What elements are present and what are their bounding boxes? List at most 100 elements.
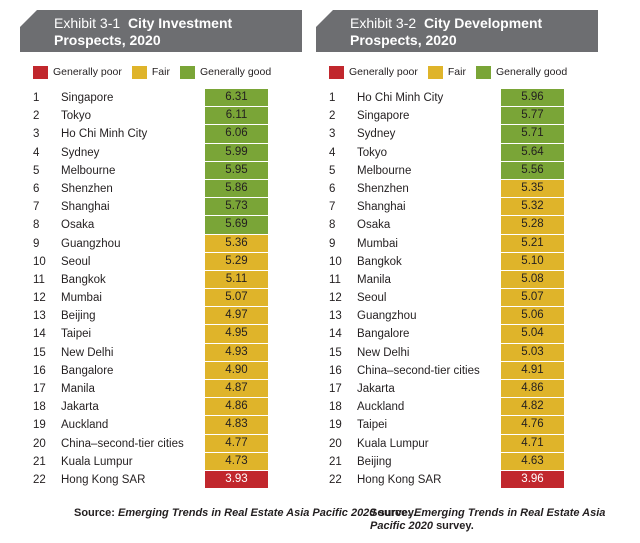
exhibit-header: Exhibit 3-2 City Development Prospects, … — [316, 10, 598, 52]
ranking-table: 1 Ho Chi Minh City 5.96 2 Singapore 5.77 3 Sydn… — [316, 89, 598, 489]
row-city: Mumbai — [61, 292, 102, 305]
table-row: 22 Hong Kong SAR 3.96 — [316, 470, 598, 489]
legend-label-good: Generally good — [199, 66, 272, 78]
exhibit-header: Exhibit 3-1 City Investment Prospects, 2… — [20, 10, 302, 52]
table-row: 13 Beijing 4.97 — [20, 307, 302, 325]
row-rank: 6 — [33, 182, 40, 195]
row-score-cell: 4.63 — [501, 452, 564, 470]
table-row: 11 Manila 5.08 — [316, 270, 598, 289]
row-score-cell: 5.35 — [501, 179, 564, 198]
table-row: 12 Mumbai 5.07 — [20, 289, 302, 307]
row-rank: 5 — [33, 164, 40, 177]
row-city: Bangalore — [61, 364, 114, 377]
row-rank: 16 — [329, 364, 342, 377]
legend-swatch-good — [475, 65, 491, 79]
table-row: 6 Shenzhen 5.86 — [20, 179, 302, 198]
table-row: 16 Bangalore 4.90 — [20, 361, 302, 380]
row-score-cell: 3.96 — [501, 470, 564, 489]
legend-item-fair: Fair — [427, 65, 466, 79]
table-row: 14 Bangalore 5.04 — [316, 325, 598, 343]
row-city: Mumbai — [357, 237, 398, 250]
row-rank: 17 — [33, 383, 46, 395]
row-score-cell: 5.07 — [205, 289, 268, 307]
exhibit-title-line2: Prospects, 2020 — [54, 32, 161, 48]
table-row: 16 China–second-tier cities 4.91 — [316, 361, 598, 380]
exhibit-title-line2: Prospects, 2020 — [350, 32, 457, 48]
row-rank: 22 — [329, 473, 342, 486]
row-score-cell: 4.90 — [205, 361, 268, 379]
table-row: 11 Bangkok 5.11 — [20, 270, 302, 289]
table-row: 4 Tokyo 5.64 — [316, 143, 598, 162]
row-city: New Delhi — [357, 346, 410, 359]
row-score-cell: 5.77 — [501, 107, 564, 125]
row-city: Sydney — [61, 146, 100, 159]
row-rank: 8 — [329, 219, 336, 232]
row-city: Beijing — [61, 310, 96, 323]
row-city: Manila — [357, 273, 391, 286]
row-rank: 11 — [329, 273, 341, 286]
row-score-cell: 4.76 — [501, 416, 564, 434]
row-rank: 4 — [329, 146, 336, 159]
table-row: 15 New Delhi 4.93 — [20, 343, 302, 362]
row-city: Kuala Lumpur — [61, 455, 133, 468]
table-row: 9 Mumbai 5.21 — [316, 234, 598, 253]
table-row: 17 Manila 4.87 — [20, 380, 302, 398]
row-city: Shanghai — [61, 201, 110, 214]
row-rank: 10 — [33, 255, 46, 268]
row-score-cell: 4.82 — [501, 398, 564, 416]
row-rank: 4 — [33, 146, 40, 159]
table-row: 3 Ho Chi Minh City 6.06 — [20, 125, 302, 143]
row-rank: 18 — [329, 401, 342, 414]
row-rank: 5 — [329, 164, 336, 177]
exhibit-title-line1: City Development — [423, 15, 543, 31]
row-score-cell: 5.28 — [501, 216, 564, 234]
row-city: Hong Kong SAR — [61, 473, 146, 486]
legend-label-fair: Fair — [151, 66, 170, 78]
table-row: 7 Shanghai 5.32 — [316, 198, 598, 216]
table-row: 1 Singapore 6.31 — [20, 89, 302, 107]
row-score-cell: 6.11 — [205, 107, 268, 125]
row-score-cell: 5.71 — [501, 125, 564, 143]
table-row: 20 China–second-tier cities 4.77 — [20, 434, 302, 453]
row-score-cell: 5.86 — [205, 179, 268, 198]
row-city: Shenzhen — [357, 182, 409, 195]
table-row: 19 Taipei 4.76 — [316, 416, 598, 434]
ranking-table: 1 Singapore 6.31 2 Tokyo 6.11 3 Ho Chi Minh Cit… — [20, 89, 302, 489]
source-prefix: Source: — [74, 507, 115, 519]
table-row: 8 Osaka 5.69 — [20, 216, 302, 234]
row-city: Hong Kong SAR — [357, 473, 442, 486]
table-row: 21 Beijing 4.63 — [316, 452, 598, 471]
legend-item-good: Generally good — [475, 65, 567, 79]
row-city: Shenzhen — [61, 182, 113, 195]
row-score-cell: 5.69 — [205, 216, 268, 234]
row-score-cell: 4.77 — [205, 434, 268, 452]
row-rank: 14 — [329, 328, 342, 341]
row-score-cell: 5.99 — [205, 143, 268, 161]
table-row: 22 Hong Kong SAR 3.93 — [20, 470, 302, 489]
legend-label-poor: Generally poor — [349, 66, 418, 78]
row-rank: 18 — [33, 401, 46, 414]
row-city: Taipei — [357, 419, 388, 432]
table-row: 10 Bangkok 5.10 — [316, 252, 598, 271]
exhibit-label: Exhibit 3-1 — [54, 15, 121, 31]
row-rank: 15 — [329, 346, 342, 359]
row-city: Seoul — [357, 292, 387, 305]
row-rank: 7 — [329, 201, 336, 214]
row-score-cell: 5.04 — [501, 325, 564, 343]
table-row: 18 Auckland 4.82 — [316, 398, 598, 416]
row-score-cell: 5.29 — [205, 252, 268, 270]
row-score-cell: 5.73 — [205, 198, 268, 216]
source-suffix: survey. — [378, 507, 417, 519]
row-city: Osaka — [357, 219, 391, 232]
row-rank: 2 — [329, 110, 336, 123]
row-city: Auckland — [61, 419, 109, 432]
row-score-cell: 5.06 — [501, 307, 564, 325]
row-score-cell: 6.06 — [205, 125, 268, 143]
row-city: Tokyo — [357, 146, 388, 159]
row-score-cell: 4.71 — [501, 434, 564, 452]
row-city: Bangalore — [357, 328, 410, 341]
row-rank: 3 — [329, 128, 336, 141]
source-note: Source: Emerging Trends in Real Estate A… — [370, 507, 640, 533]
source-prefix: Source: — [370, 507, 411, 519]
row-city: Sydney — [357, 128, 396, 141]
